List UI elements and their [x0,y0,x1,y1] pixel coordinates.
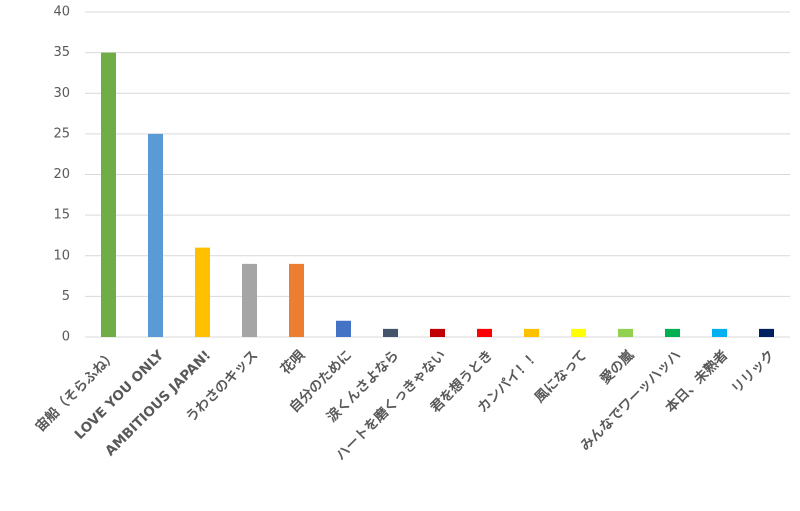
bar [759,328,774,337]
bar [289,263,304,337]
bar [148,133,163,337]
y-tick-label: 40 [53,5,70,20]
y-tick-label: 30 [53,86,70,101]
bar [383,328,398,337]
x-tick-label: リリック [729,347,778,396]
bar [336,320,351,337]
bar [524,328,539,337]
y-tick-label: 10 [53,248,70,263]
y-tick-label: 20 [53,167,70,182]
bar [571,328,586,337]
y-tick-label: 15 [53,208,70,223]
x-tick-label: 花唄 [277,346,308,377]
bar [242,263,257,337]
bar [712,328,727,337]
y-tick-label: 0 [62,330,70,345]
bar [195,247,210,337]
y-tick-label: 5 [62,289,70,304]
bar [101,52,116,337]
y-tick-label: 35 [53,45,70,60]
x-tick-label: LOVE YOU ONLY [72,347,168,443]
x-tick-label: 愛の嵐 [596,346,637,387]
bar [477,328,492,337]
y-tick-label: 25 [53,126,70,141]
bar [430,328,445,337]
bar [665,328,680,337]
x-tick-label: 宙船（そらふね） [32,347,120,435]
bar [618,328,633,337]
